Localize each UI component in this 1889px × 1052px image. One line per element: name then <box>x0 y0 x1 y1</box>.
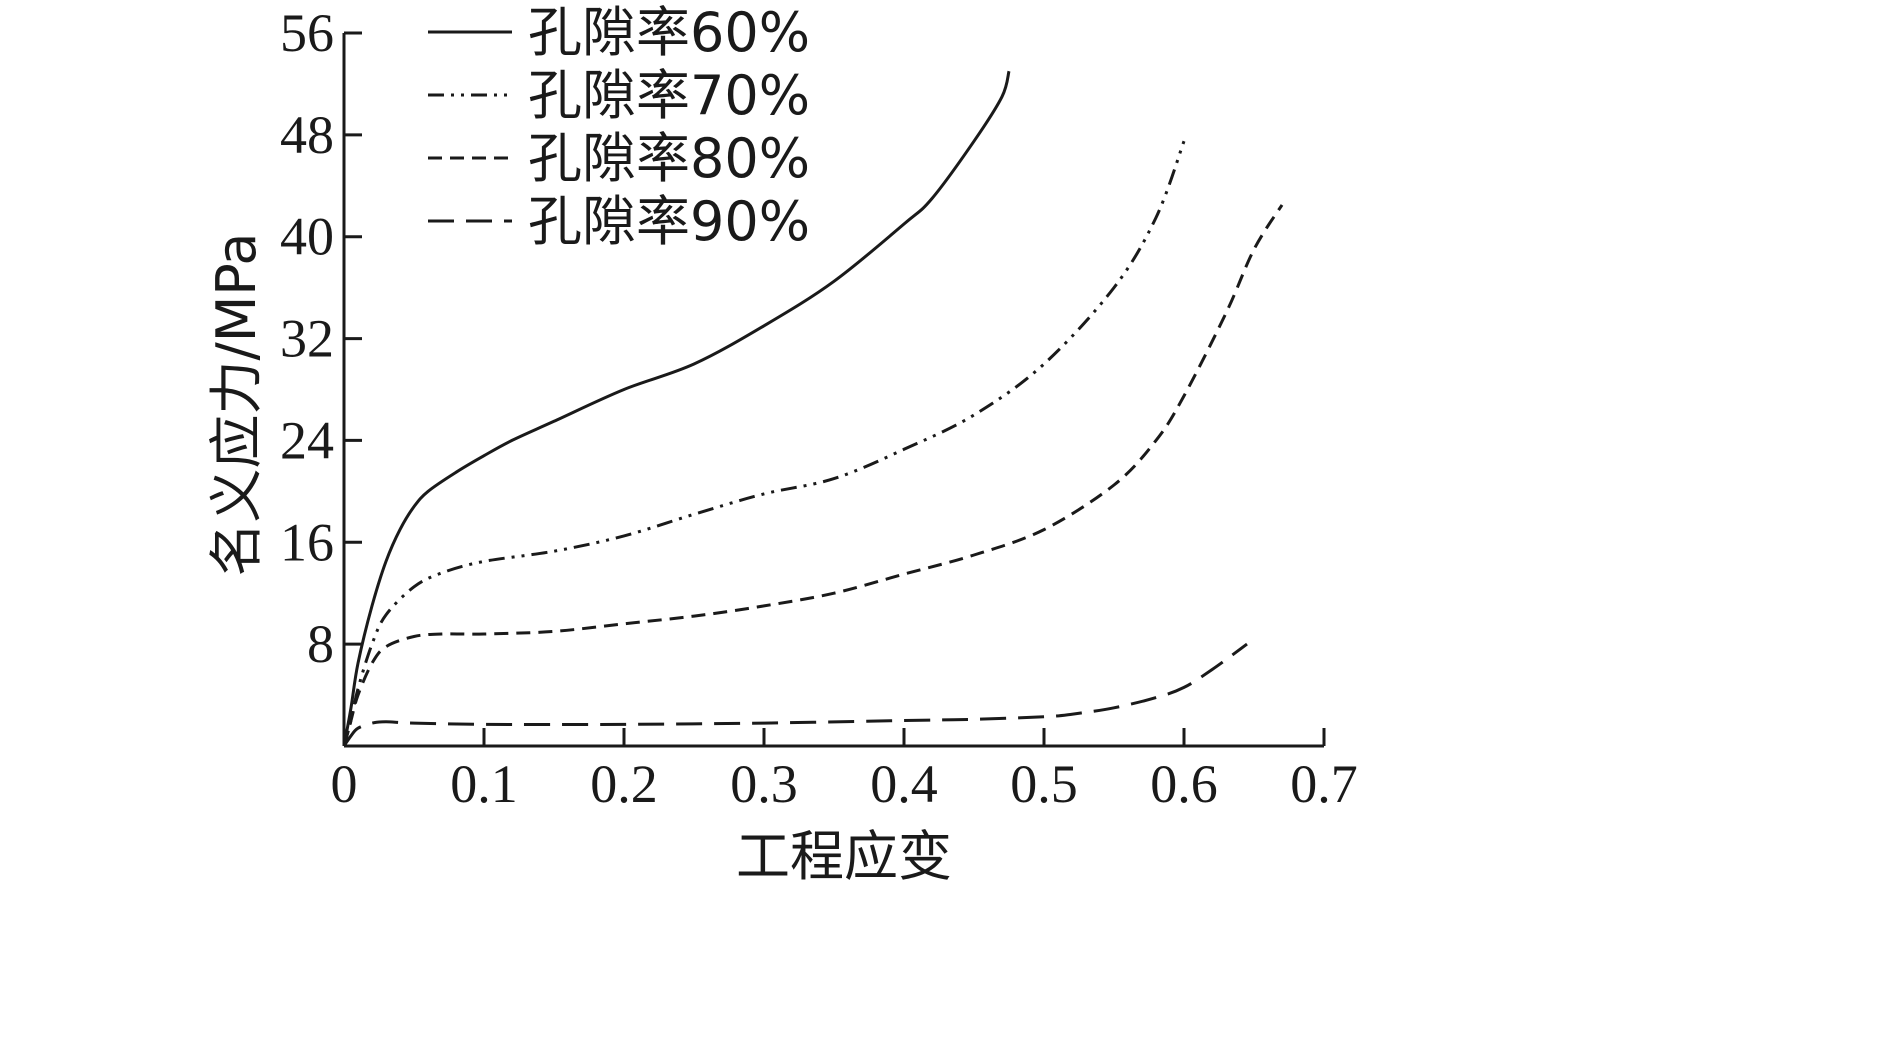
y-tick-label: 32 <box>280 309 334 369</box>
x-tick-label: 0 <box>331 754 358 814</box>
x-tick-label: 0.1 <box>450 754 518 814</box>
x-axis-title: 工程应变 <box>736 825 952 888</box>
series-line-4 <box>342 642 1248 747</box>
legend-label-2: 孔隙率70% <box>528 64 810 127</box>
series-line-3 <box>342 204 1284 747</box>
x-tick-label: 0.3 <box>730 754 798 814</box>
y-tick-label: 24 <box>280 410 334 470</box>
x-tick-label: 0.4 <box>870 754 938 814</box>
y-tick-label: 56 <box>280 3 334 63</box>
y-tick-label: 40 <box>280 207 334 267</box>
legend-label-1: 孔隙率60% <box>528 1 810 64</box>
y-tick-label: 48 <box>280 105 334 165</box>
x-tick-label: 0.5 <box>1010 754 1078 814</box>
x-tick-label: 0.2 <box>590 754 658 814</box>
y-tick-label: 16 <box>280 512 334 572</box>
x-tick-label: 0.6 <box>1150 754 1218 814</box>
series-line-2 <box>342 140 1186 747</box>
legend: 孔隙率60%孔隙率70%孔隙率80%孔隙率90% <box>428 1 810 253</box>
series-layer <box>342 70 1284 747</box>
x-tick-label: 0.7 <box>1290 754 1358 814</box>
axes: 8 16 24 32 40 48 56 0 0.1 0.2 0.3 0.4 0.5 0.6 0.7 <box>280 3 1358 814</box>
legend-label-4: 孔隙率90% <box>528 190 810 253</box>
y-axis-title: 名义应力/MPa <box>205 232 268 576</box>
y-tick-label: 8 <box>307 614 334 674</box>
legend-label-3: 孔隙率80% <box>528 127 810 190</box>
series-line-1 <box>342 70 1011 747</box>
